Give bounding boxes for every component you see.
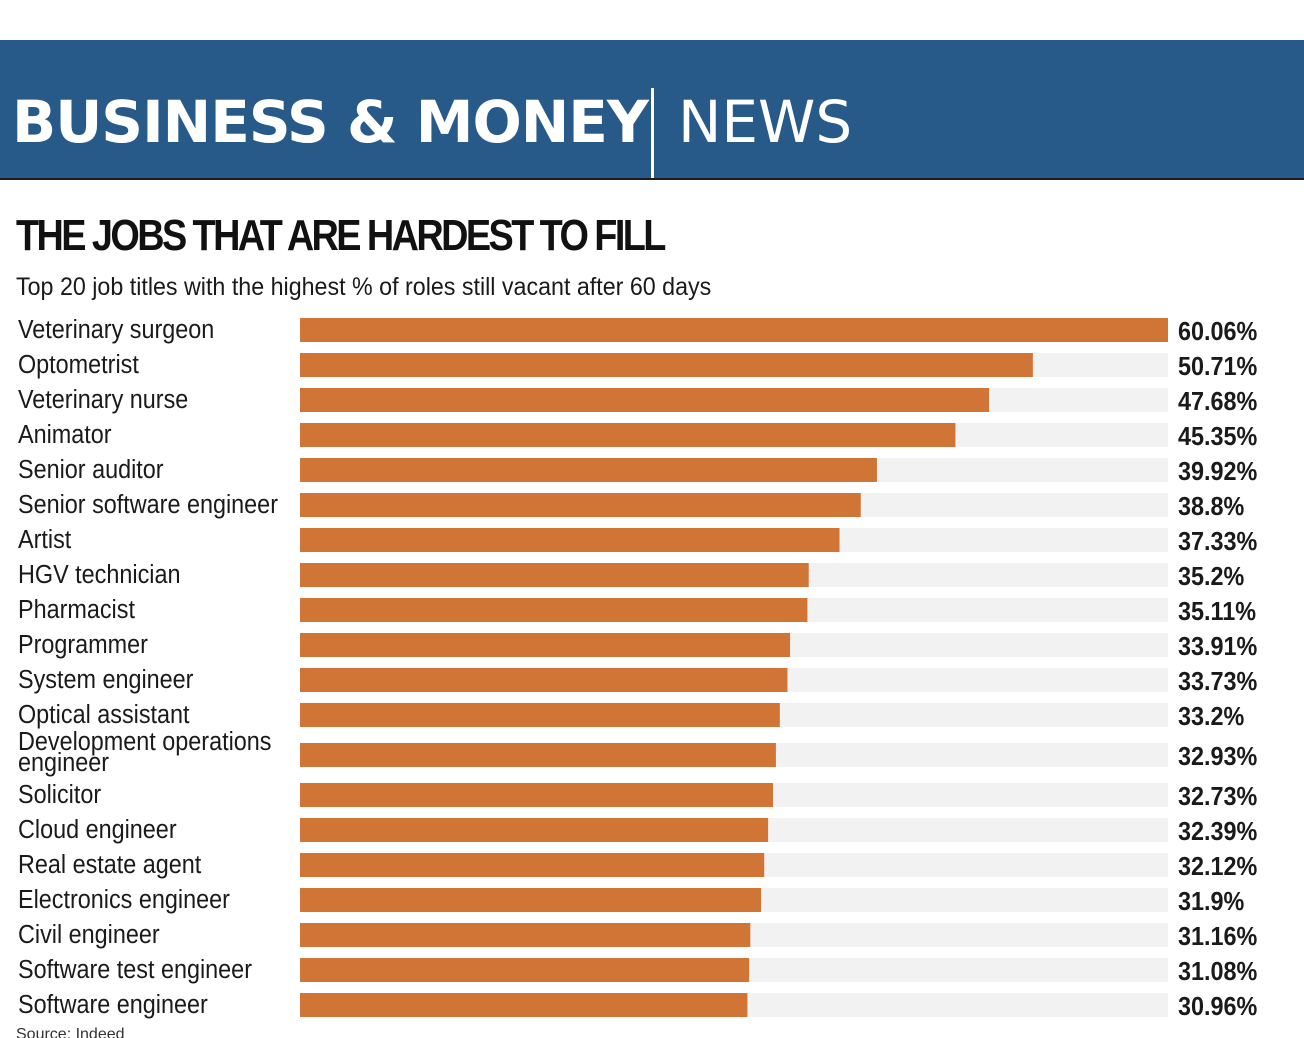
bar-row: Optical assistant 33.2% bbox=[18, 701, 1244, 731]
bar-row: Development operations engineer 32.93% bbox=[18, 728, 1257, 777]
category-label: System engineer bbox=[18, 666, 193, 694]
bar-row: System engineer 33.73% bbox=[18, 666, 1257, 696]
value-label: 33.73% bbox=[1178, 668, 1257, 696]
bar-row: Pharmacist 35.11% bbox=[18, 596, 1256, 626]
value-label: 60.06% bbox=[1178, 318, 1257, 346]
section-title: BUSINESS & MONEY bbox=[12, 88, 649, 156]
value-label: 33.91% bbox=[1178, 633, 1257, 661]
bar bbox=[300, 423, 956, 447]
bar bbox=[300, 783, 774, 807]
value-label: 30.96% bbox=[1178, 993, 1257, 1021]
category-label: Veterinary nurse bbox=[18, 386, 188, 414]
category-label: Veterinary surgeon bbox=[18, 316, 214, 344]
category-label: Optical assistant bbox=[18, 701, 190, 729]
category-label: Pharmacist bbox=[18, 596, 135, 624]
bar bbox=[300, 458, 877, 482]
bar-row: Artist 37.33% bbox=[18, 526, 1257, 556]
category-label: Optometrist bbox=[18, 351, 139, 379]
bar-row: Programmer 33.91% bbox=[18, 631, 1257, 661]
bar bbox=[300, 703, 780, 727]
category-label: Software test engineer bbox=[18, 956, 252, 984]
bar-row: Veterinary surgeon 60.06% bbox=[18, 316, 1257, 346]
category-label: Animator bbox=[18, 421, 112, 449]
bar-row: Veterinary nurse 47.68% bbox=[18, 386, 1257, 416]
bar bbox=[300, 633, 791, 657]
bar bbox=[300, 818, 769, 842]
category-label: Civil engineer bbox=[18, 921, 160, 949]
value-label: 39.92% bbox=[1178, 458, 1257, 486]
section-divider bbox=[651, 88, 654, 178]
category-label: HGV technician bbox=[18, 561, 180, 589]
bar bbox=[300, 958, 750, 982]
category-label: Senior auditor bbox=[18, 456, 164, 484]
bar bbox=[300, 923, 751, 947]
category-label: Artist bbox=[18, 526, 71, 554]
category-label: Software engineer bbox=[18, 991, 208, 1019]
bar-row: Senior software engineer 38.8% bbox=[18, 491, 1244, 521]
bar bbox=[300, 388, 990, 412]
bar-row: Software engineer 30.96% bbox=[18, 991, 1257, 1021]
value-label: 37.33% bbox=[1178, 528, 1257, 556]
value-label: 45.35% bbox=[1178, 423, 1257, 451]
bar bbox=[300, 318, 1168, 342]
chart-subtitle: Top 20 job titles with the highest % of … bbox=[16, 273, 712, 301]
bar bbox=[300, 493, 861, 517]
category-label: Cloud engineer bbox=[18, 816, 177, 844]
category-label: Solicitor bbox=[18, 781, 101, 809]
bar bbox=[300, 668, 788, 692]
value-label: 35.11% bbox=[1178, 598, 1256, 626]
category-label: Development operations engineer bbox=[18, 728, 271, 777]
bar-row: Optometrist 50.71% bbox=[18, 351, 1257, 381]
bar bbox=[300, 853, 765, 877]
bar bbox=[300, 993, 748, 1017]
bar-row: HGV technician 35.2% bbox=[18, 561, 1244, 591]
bar bbox=[300, 888, 762, 912]
chart-title: THE JOBS THAT ARE HARDEST TO FILL bbox=[16, 211, 666, 260]
bar bbox=[300, 528, 840, 552]
value-label: 33.2% bbox=[1178, 703, 1244, 731]
bar bbox=[300, 563, 809, 587]
value-label: 32.12% bbox=[1178, 853, 1257, 881]
value-label: 32.93% bbox=[1178, 743, 1257, 771]
bar-row: Civil engineer 31.16% bbox=[18, 921, 1257, 951]
bar-row: Real estate agent 32.12% bbox=[18, 851, 1257, 881]
category-label: Electronics engineer bbox=[18, 886, 230, 914]
value-label: 47.68% bbox=[1178, 388, 1257, 416]
bar-row: Cloud engineer 32.39% bbox=[18, 816, 1257, 846]
value-label: 31.16% bbox=[1178, 923, 1257, 951]
bar bbox=[300, 598, 808, 622]
bar-row: Animator 45.35% bbox=[18, 421, 1257, 451]
value-label: 32.39% bbox=[1178, 818, 1257, 846]
value-label: 31.9% bbox=[1178, 888, 1244, 916]
source-note: Source: Indeed bbox=[16, 1026, 125, 1038]
bar bbox=[300, 743, 776, 767]
bar bbox=[300, 353, 1033, 377]
value-label: 32.73% bbox=[1178, 783, 1257, 811]
category-label: Real estate agent bbox=[18, 851, 201, 879]
category-label: Programmer bbox=[18, 631, 148, 659]
bar-row: Solicitor 32.73% bbox=[18, 781, 1257, 811]
value-label: 50.71% bbox=[1178, 353, 1257, 381]
value-label: 38.8% bbox=[1178, 493, 1244, 521]
section-subtitle: NEWS bbox=[678, 88, 853, 156]
bar-row: Senior auditor 39.92% bbox=[18, 456, 1257, 486]
bar-row: Electronics engineer 31.9% bbox=[18, 886, 1244, 916]
category-label: Senior software engineer bbox=[18, 491, 278, 519]
bar-row: Software test engineer 31.08% bbox=[18, 956, 1257, 986]
value-label: 35.2% bbox=[1178, 563, 1244, 591]
value-label: 31.08% bbox=[1178, 958, 1257, 986]
